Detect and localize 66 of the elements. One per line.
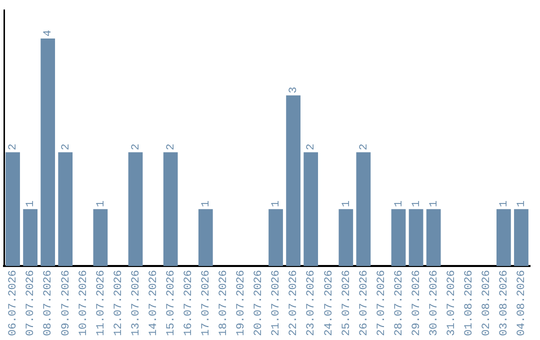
data-label: 1 <box>428 200 440 208</box>
x-tick-label: 06.07.2026 <box>8 270 20 336</box>
data-label: 1 <box>393 200 406 208</box>
x-tick-label: 20.07.2026 <box>253 270 266 336</box>
data-label: 2 <box>358 144 370 150</box>
bar <box>6 152 20 266</box>
bar <box>496 209 511 266</box>
x-tick-label: 22.07.2026 <box>288 270 300 336</box>
x-tick-label: 01.08.2026 <box>464 270 476 336</box>
bar <box>58 152 73 266</box>
x-tick-label: 19.07.2026 <box>236 270 248 336</box>
x-tick-label: 07.07.2026 <box>25 270 38 336</box>
x-tick-label: 28.07.2026 <box>393 270 406 336</box>
bar <box>268 209 283 266</box>
data-label: 1 <box>25 200 38 208</box>
x-tick-label: 09.07.2026 <box>60 270 72 336</box>
data-label: 1 <box>516 200 528 208</box>
x-tick-label: 02.08.2026 <box>481 270 494 336</box>
data-label: 4 <box>42 29 55 36</box>
bar <box>93 209 108 266</box>
x-tick-label: 24.07.2026 <box>323 270 336 336</box>
x-tick-label: 17.07.2026 <box>200 270 213 336</box>
bar <box>163 152 178 266</box>
x-tick-label: 25.07.2026 <box>340 270 353 336</box>
data-label: 1 <box>95 200 108 208</box>
x-tick-label: 14.07.2026 <box>148 270 160 336</box>
x-tick-label: 11.07.2026 <box>95 270 108 336</box>
data-label: 1 <box>340 200 353 208</box>
x-tick-label: 12.07.2026 <box>112 270 125 336</box>
bar <box>128 152 143 266</box>
bar <box>426 209 441 266</box>
x-tick-label: 23.07.2026 <box>306 270 318 336</box>
x-tick-label: 13.07.2026 <box>130 270 142 336</box>
data-label: 2 <box>8 144 20 150</box>
x-tick-label: 30.07.2026 <box>428 270 440 336</box>
data-label: 1 <box>410 200 423 208</box>
x-tick-label: 08.07.2026 <box>42 270 55 336</box>
x-tick-label: 31.07.2026 <box>446 270 458 336</box>
bar <box>391 209 406 266</box>
data-label: 2 <box>165 144 178 150</box>
bar <box>40 38 56 266</box>
bar <box>286 95 300 266</box>
data-label: 1 <box>498 200 511 208</box>
bar <box>514 209 528 266</box>
x-tick-label: 04.08.2026 <box>516 270 528 336</box>
data-label: 3 <box>288 86 300 94</box>
x-tick-label: 27.07.2026 <box>376 270 388 336</box>
data-label: 2 <box>60 144 72 150</box>
x-tick-label: 21.07.2026 <box>270 270 283 336</box>
bar <box>338 209 354 266</box>
data-label: 2 <box>130 144 142 150</box>
bar <box>408 209 424 266</box>
bar <box>23 209 38 266</box>
x-tick-label: 16.07.2026 <box>183 270 196 336</box>
data-label: 1 <box>270 200 283 208</box>
x-tick-label: 26.07.2026 <box>358 270 370 336</box>
x-tick-label: 29.07.2026 <box>410 270 423 336</box>
bar <box>356 152 371 266</box>
x-tick-label: 10.07.2026 <box>78 270 90 336</box>
x-tick-label: 15.07.2026 <box>165 270 178 336</box>
data-label: 2 <box>306 144 318 150</box>
bar <box>304 152 318 266</box>
bar <box>198 209 213 266</box>
x-tick-label: 18.07.2026 <box>218 270 230 336</box>
data-label: 1 <box>200 200 213 208</box>
x-tick-label: 03.08.2026 <box>498 270 511 336</box>
